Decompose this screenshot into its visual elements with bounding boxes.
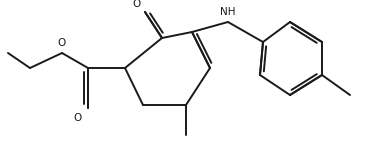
- Text: O: O: [74, 113, 82, 123]
- Text: O: O: [133, 0, 141, 9]
- Text: NH: NH: [220, 7, 236, 17]
- Text: O: O: [58, 38, 66, 48]
